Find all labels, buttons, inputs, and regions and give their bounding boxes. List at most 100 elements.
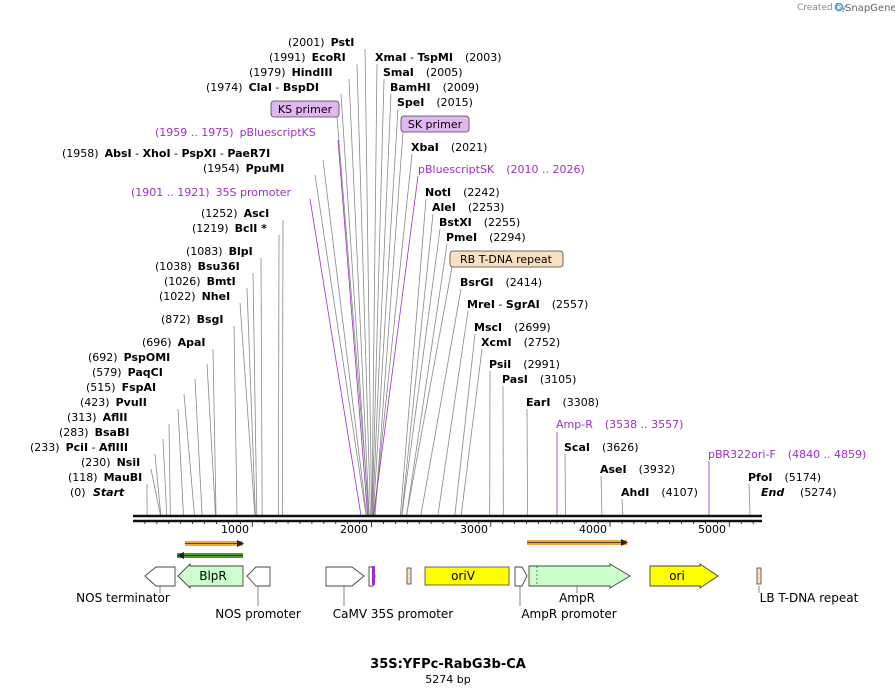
site-label-smaI: SmaI (2005) xyxy=(383,66,462,79)
site-leader-right xyxy=(401,228,441,516)
site-leader-right xyxy=(437,310,469,516)
site-label-aseI: AseI (3932) xyxy=(600,463,675,476)
site-label-pvuII: (423) PvuII xyxy=(80,396,147,409)
site-leader-left xyxy=(314,174,367,516)
site-leader-right xyxy=(460,348,483,516)
site-leader-right xyxy=(454,333,476,516)
ampr-promoter-arrow xyxy=(514,566,528,587)
ori-arrow xyxy=(649,563,719,589)
site-label-paqCI: (579) PaqCI xyxy=(92,366,163,379)
ampr-arrow xyxy=(528,563,631,589)
sequence-bar-bg xyxy=(133,516,762,522)
site-leader-right xyxy=(420,288,462,516)
site-label-psiI: PsiI (2991) xyxy=(489,358,560,371)
site-leader-left xyxy=(252,272,258,516)
primer-leader-35s xyxy=(309,198,362,516)
site-label-claI-bspDI: (1974) ClaI - BspDI xyxy=(206,81,319,94)
site-leader-right xyxy=(600,475,603,516)
site-leader-right xyxy=(748,483,751,516)
nos-terminator-arrow xyxy=(144,566,176,587)
site-leader-left xyxy=(356,63,371,516)
site-label-mreI-sgrAI: MreI - SgrAI (2557) xyxy=(467,298,588,311)
primer-arrowhead-2-icon xyxy=(177,552,184,559)
lb-repeat-label: LB T-DNA repeat xyxy=(760,591,859,605)
site-leader-left xyxy=(239,302,256,516)
site-label-absI-group: (1958) AbsI - XhoI - PspXI - PaeR7I xyxy=(62,147,270,160)
site-leader-left xyxy=(150,468,161,516)
site-leader-right xyxy=(371,78,385,516)
primer-label-35s-promoter: (1901 .. 1921) 35S promoter xyxy=(131,186,292,199)
primer-label-pbluescript-sk: pBluescriptSK (2010 .. 2026) xyxy=(418,163,585,176)
site-label-ppuMI: (1954) PpuMI xyxy=(203,162,284,175)
site-label-pspOMI: (692) PspOMI xyxy=(88,351,170,364)
site-label-pfoI: PfoI (5174) xyxy=(748,471,821,484)
site-leader-left xyxy=(183,393,195,516)
site-label-bclI: (1219) BclI * xyxy=(192,222,267,235)
primer-label-amp-r: Amp-R (3538 .. 3557) xyxy=(556,418,683,431)
site-leader-right xyxy=(373,153,413,516)
site-label-ecoRI: (1991) EcoRI xyxy=(269,51,346,64)
lb-repeat-feature xyxy=(756,567,762,585)
tick-label-4000: 4000 xyxy=(579,523,607,536)
ori-label: ori xyxy=(669,569,685,583)
primer-leader-pbs-ks xyxy=(337,139,368,516)
site-leader-left xyxy=(177,408,184,516)
site-label-ascI: (1252) AscI xyxy=(201,207,269,220)
site-label-bmtI: (1026) BmtI xyxy=(164,275,236,288)
rb-repeat-feature xyxy=(406,567,412,585)
ks-primer-label: KS primer xyxy=(278,103,333,116)
site-leader-right xyxy=(372,93,392,516)
site-leader-left xyxy=(162,438,168,516)
site-leader-right xyxy=(372,108,399,516)
site-leader-right xyxy=(401,213,434,516)
nos-promoter-arrow xyxy=(246,566,271,587)
site-leader-left xyxy=(154,453,162,516)
ampr-promoter-label: AmpR promoter xyxy=(521,607,616,621)
site-label-nheI: (1022) NheI xyxy=(159,290,230,303)
site-leader-left xyxy=(277,234,280,516)
site-leader-left xyxy=(364,48,373,516)
site-leader-right xyxy=(621,498,624,516)
site-leader-left xyxy=(246,287,256,516)
site-leader-left xyxy=(322,159,367,516)
plasmid-title: 35S:YFPc-RabG3b-CA xyxy=(370,657,526,672)
site-label-apaI: (696) ApaI xyxy=(142,336,206,349)
site-label-hindIII: (1979) HindIII xyxy=(249,66,333,79)
site-leader-right xyxy=(371,63,378,516)
site-leader-right xyxy=(526,408,528,516)
site-label-notI: NotI (2242) xyxy=(425,186,500,199)
site-label-pciI-aflIII: (233) PciI - AflIII xyxy=(30,441,128,454)
site-leader-left xyxy=(212,348,217,516)
site-label-aflII: (313) AflII xyxy=(67,411,127,424)
sk-primer-label: SK primer xyxy=(408,118,463,131)
site-label-xbaI: XbaI (2021) xyxy=(411,141,487,154)
primer-arrowhead-3-icon xyxy=(621,539,628,546)
site-label-bstXI: BstXI (2255) xyxy=(439,216,520,229)
site-label-pmeI: PmeI (2294) xyxy=(446,231,526,244)
ks-primer-leader xyxy=(336,116,370,516)
site-label-mscI: MscI (2699) xyxy=(474,321,551,334)
site-lines xyxy=(146,48,751,524)
nos-promoter-label: NOS promoter xyxy=(215,607,301,621)
site-label-pstI: (2001) PstI xyxy=(288,36,354,49)
blpr-label: BlpR xyxy=(199,569,227,583)
sk-primer-box xyxy=(400,115,470,133)
site-label-bsgI: (872) BsgI xyxy=(161,313,224,326)
site-label-ahdI: AhdI (4107) xyxy=(621,486,698,499)
ks-primer-box xyxy=(270,100,340,118)
site-leader-left xyxy=(281,219,284,516)
site-label-nsiI: (230) NsiI xyxy=(81,456,140,469)
site-leader-left xyxy=(233,325,238,516)
site-label-mauBI: (118) MauBI xyxy=(68,471,142,484)
site-leader-right xyxy=(399,198,427,516)
site-label-xcmI: XcmI (2752) xyxy=(481,336,560,349)
tick-label-1000: 1000 xyxy=(221,523,249,536)
blpr-arrow xyxy=(177,562,244,590)
end-position: (5274) xyxy=(800,486,837,499)
camv-35s-label: CaMV 35S promoter xyxy=(333,607,454,621)
small-feature-2 xyxy=(372,566,375,585)
sk-primer-leader xyxy=(374,131,404,516)
brand-created-by: Created by xyxy=(797,3,847,13)
primer-arrowhead-1-icon xyxy=(237,540,244,547)
site-label-scaI: ScaI (3626) xyxy=(564,441,639,454)
